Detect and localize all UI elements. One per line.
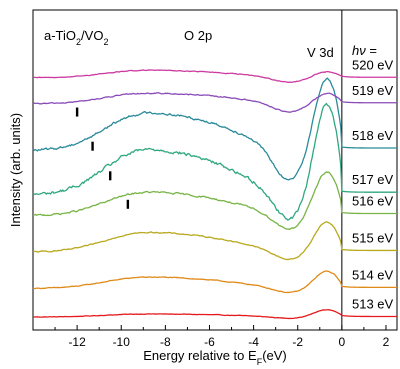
series-group — [32, 69, 397, 320]
plot-frame — [32, 9, 398, 331]
photon-energy-label: 513 eV — [352, 296, 394, 311]
photon-energy-label: 515 eV — [352, 230, 394, 245]
x-tick-label: -6 — [204, 335, 215, 349]
photon-energy-label: 519 eV — [352, 83, 394, 98]
photon-energy-label: 514 eV — [352, 267, 394, 282]
hv-label: hν = — [352, 43, 377, 58]
x-tick-label: 0 — [339, 335, 346, 349]
photon-energy-label: 518 eV — [352, 128, 394, 143]
sample-label: a-TiO2/VO2 — [44, 28, 108, 47]
x-tick-label: -2 — [292, 335, 303, 349]
x-tick-label: 2 — [383, 335, 390, 349]
series-line-519-eV — [32, 92, 397, 113]
y-axis-title: Intensity (arb. units) — [8, 113, 23, 227]
peak-markers — [75, 107, 130, 209]
series-line-514-eV — [32, 270, 397, 294]
x-axis-title: Energy relative to EF(eV) — [143, 348, 287, 367]
x-axis-ticks: -12 -10 -8 -6 -4 -2 0 2 — [54, 325, 390, 349]
x-tick-label: -4 — [248, 335, 259, 349]
v3d-label: V 3d — [307, 45, 334, 60]
series-line-520-eV — [32, 69, 397, 83]
series-line-513-eV — [32, 309, 397, 320]
x-tick-label: -8 — [160, 335, 171, 349]
series-line-515-eV — [32, 221, 397, 261]
x-tick-label: -10 — [113, 335, 131, 349]
x-tick-label: -12 — [68, 335, 86, 349]
photon-energy-label: 520 eV — [352, 57, 394, 72]
photon-energy-label: 516 eV — [352, 194, 394, 209]
series-line-516-eV — [32, 171, 397, 230]
photon-energy-label: 517 eV — [352, 172, 394, 187]
series-line-518-eV — [32, 77, 397, 181]
photon-energy-labels: 513 eV 514 eV 515 eV 516 eV 517 eV 518 eV 519 … — [352, 57, 394, 311]
series-line-517-eV — [32, 102, 397, 221]
o2p-label: O 2p — [184, 28, 212, 43]
